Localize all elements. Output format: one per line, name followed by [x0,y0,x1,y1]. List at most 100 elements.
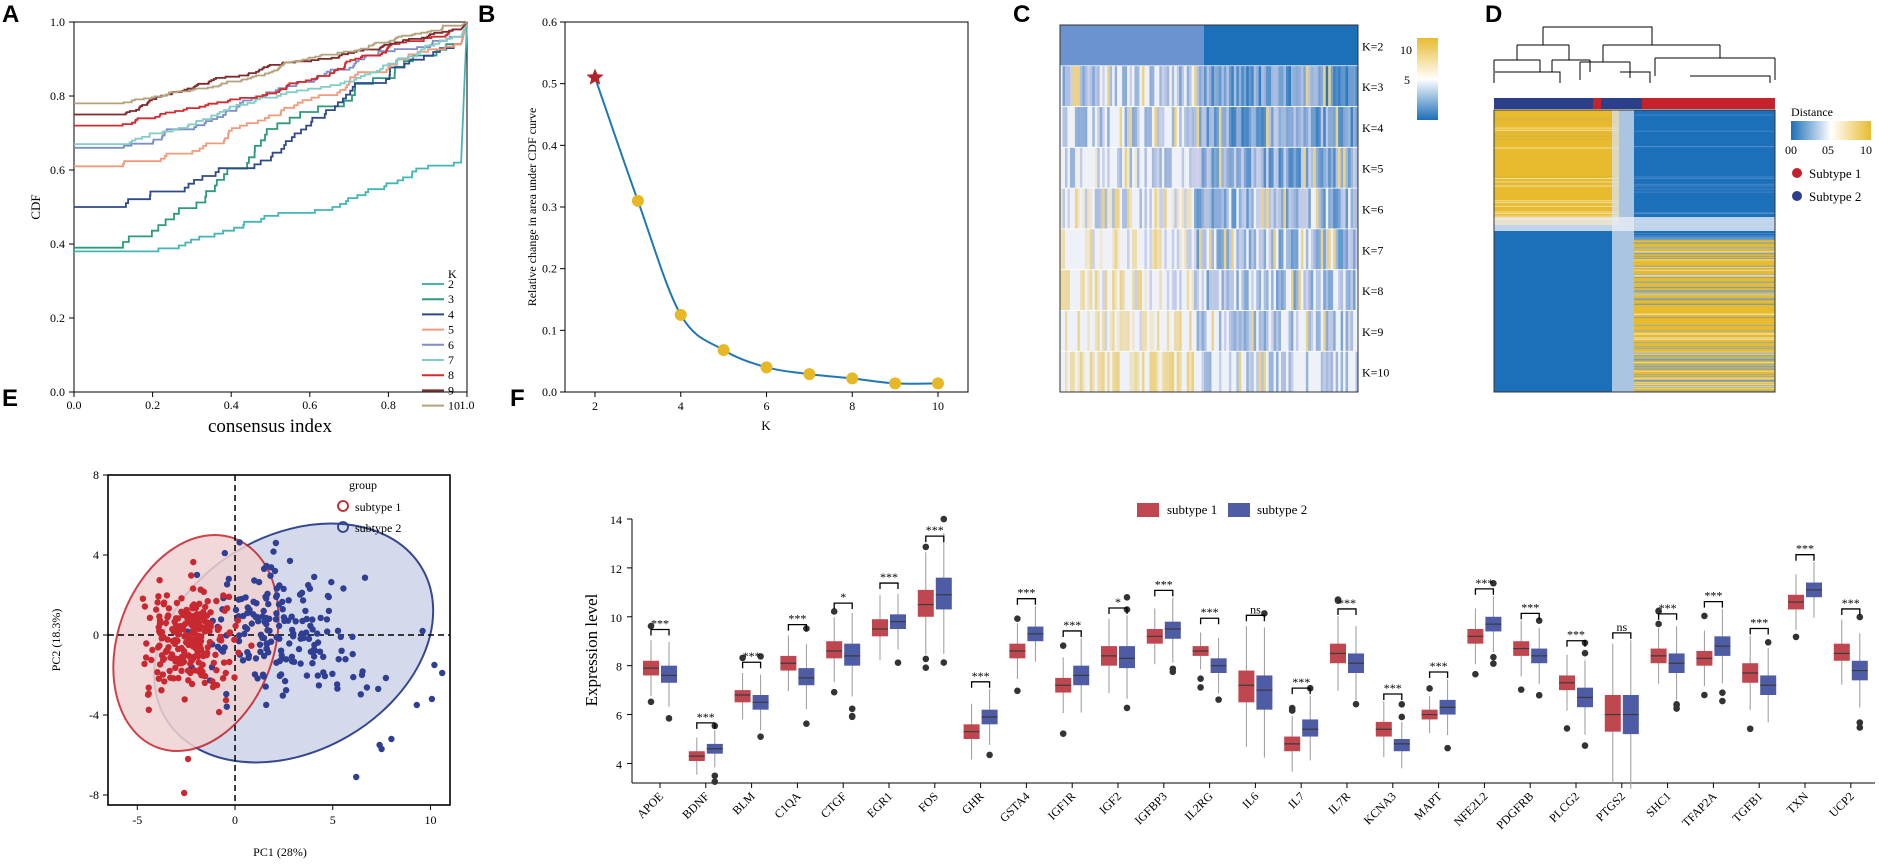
panel-f-xtick-label: GSTA4 [997,789,1033,825]
panel-c-cell [1231,269,1235,311]
panel-c-cell [1204,106,1207,148]
panel-c-cell [1305,106,1309,148]
panel-d-line [1634,146,1775,148]
panel-d-line [1634,387,1775,389]
panel-a-line-k7 [74,21,468,145]
panel-c-cell [1211,228,1215,270]
panel-c-cell [1139,228,1143,270]
panel-c-cell [1186,310,1190,352]
panel-c-cell [1072,147,1076,189]
panel-c-cell [1315,106,1319,148]
panel-c-cell [1246,147,1250,189]
panel-e-point-subtype2 [223,581,231,588]
panel-d-bar-subtype2 [1494,98,1593,109]
panel-e-point-subtype2 [413,701,420,709]
panel-d-line [1634,339,1775,341]
panel-f-outlier-subtype1 [1517,686,1525,693]
panel-c-cell [1186,351,1190,392]
panel-e-point-subtype2 [193,571,201,579]
panel-c-cell [1087,269,1091,311]
panel-c-cell [1253,106,1257,148]
panel-a-frame [73,21,468,393]
panel-d-line [1634,212,1775,214]
panel-c-cell [1109,106,1113,148]
panel-c-cell [1330,228,1334,270]
panel-c-cell [1112,106,1115,148]
panel-f-box-subtype2 [1393,739,1410,752]
panel-c-cell [1246,351,1250,392]
panel-e-point-subtype2 [314,630,321,637]
panel-b-point-star [586,68,604,85]
panel-c-cell [1323,269,1327,311]
panel-b-point-k5 [717,344,730,357]
panel-e-point-subtype1 [146,614,154,621]
panel-c-cell [1136,269,1140,311]
panel-c-cell [1233,65,1237,107]
panel-c-cell [1335,65,1339,107]
panel-c-cell [1266,351,1269,392]
panel-f-xtick-label: TGFB1 [1729,789,1765,825]
panel-d-line [1634,183,1775,185]
panel-c-cell [1194,351,1197,392]
panel-c-cell [1281,188,1284,229]
panel-c-cell [1305,351,1309,392]
panel-c-cell [1127,351,1130,392]
panel-c-cell [1104,188,1108,229]
panel-c-cell [1281,147,1284,189]
panel-c-cell [1303,65,1307,107]
panel-c-cell [1117,65,1120,107]
panel-c-cell [1295,269,1299,311]
panel-c-cell [1196,351,1200,392]
panel-f-gene-ctgf: *CTGF [818,590,861,821]
panel-f-outlier-subtype2 [1764,639,1772,646]
panel-f-sig-label: *** [1704,589,1722,603]
panel-c-cell [1328,188,1331,229]
panel-c-cell [1310,188,1314,229]
panel-f-xtick-label: TFAP2A [1679,789,1720,830]
panel-c-cell [1335,310,1339,352]
panel-c-cell [1223,106,1227,148]
panel-c-cell [1266,147,1269,189]
panel-e-point-subtype1 [218,637,225,644]
panel-c-cell [1313,147,1317,189]
panel-f-outlier-subtype1 [739,654,746,662]
panel-c-cell [1161,188,1165,229]
panel-e-legend-subtype2: subtype 2 [355,521,401,535]
panel-c-cell [1343,351,1346,392]
panel-d-line [1634,267,1775,269]
panel-c-cell [1290,65,1294,107]
panel-c-cell [1338,65,1341,107]
panel-c-cell [1094,351,1098,392]
panel-f-sig-bracket [1428,671,1449,679]
panel-e-point-subtype2 [260,652,268,660]
panel-d-line [1634,291,1775,293]
panel-c-cell [1300,269,1304,311]
panel-c-cell [1256,351,1259,392]
panel-c-cell [1149,269,1153,311]
panel-c-cell [1305,269,1309,311]
panel-d-line [1634,342,1775,344]
panel-c-cell [1166,106,1170,148]
panel-e-point-subtype1 [235,649,242,656]
panel-e-point-subtype1 [178,667,185,674]
panel-c-cell [1323,106,1327,148]
panel-c-cell [1171,351,1175,392]
panel-c-cell [1124,351,1128,392]
panel-c-cell [1218,351,1222,392]
panel-c-cell [1102,188,1105,229]
panel-c-cell [1092,147,1096,189]
panel-c-cell [1308,188,1312,229]
panel-f-sig-label: *** [1659,601,1677,615]
panel-c-row-label: K=2 [1362,39,1383,53]
panel-c-cell [1161,269,1165,311]
panel-f-ytick-label: 6 [616,709,622,723]
panel-c-cell [1288,228,1292,270]
panel-c-cell [1305,188,1309,229]
panel-c-cell [1350,188,1354,229]
panel-c-cell [1216,106,1220,148]
panel-c-cell [1154,269,1158,311]
panel-f-gene-ghr: ***GHR [959,669,998,817]
panel-c-cell [1072,106,1076,148]
